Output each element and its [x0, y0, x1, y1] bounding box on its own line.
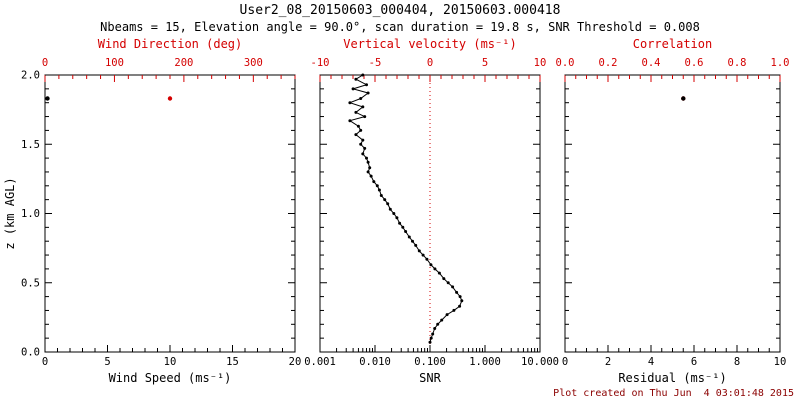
svg-text:1.5: 1.5 [21, 139, 40, 151]
snr-panel: 0.001 0.010 0.100 1.000 10.000 -10 -5 0 5 10 SNR Ve… [304, 37, 559, 385]
svg-text:200: 200 [174, 57, 193, 69]
svg-text:0.4: 0.4 [642, 57, 661, 69]
svg-text:5: 5 [482, 57, 488, 69]
svg-text:20: 20 [289, 356, 302, 368]
y-axis [565, 74, 780, 353]
y-axis: 0.0 0.5 1.0 1.5 2.0 [21, 70, 295, 359]
plot-subtitle: Nbeams = 15, Elevation angle = 90.0°, sc… [100, 20, 700, 34]
svg-text:0.0: 0.0 [556, 57, 575, 69]
svg-text:10: 10 [534, 57, 547, 69]
panel-frame [44, 74, 296, 353]
x-axis-title: Wind Speed (ms⁻¹) [109, 371, 232, 385]
x2-axis-title: Vertical velocity (ms⁻¹) [343, 37, 516, 51]
top-axis: -10 -5 0 5 10 [311, 57, 547, 82]
svg-text:1.0: 1.0 [21, 208, 40, 220]
svg-text:0: 0 [42, 57, 48, 69]
plot-title: User2_08_20150603_000404, 20150603.00041… [239, 3, 561, 18]
svg-text:0.6: 0.6 [685, 57, 704, 69]
svg-text:0.2: 0.2 [599, 57, 618, 69]
x-axis-title: SNR [419, 371, 441, 385]
svg-text:0.001: 0.001 [304, 356, 336, 368]
svg-text:1.000: 1.000 [469, 356, 501, 368]
x2-axis-title: Correlation [633, 37, 712, 51]
svg-text:0: 0 [562, 356, 568, 368]
svg-text:0.0: 0.0 [21, 347, 40, 359]
svg-text:1.0: 1.0 [771, 57, 790, 69]
svg-text:0.5: 0.5 [21, 277, 40, 289]
svg-text:10: 10 [774, 356, 787, 368]
svg-text:-5: -5 [369, 57, 382, 69]
svg-text:300: 300 [244, 57, 263, 69]
wind-speed-series [45, 96, 50, 101]
y-axis-title: z (km AGL) [3, 177, 17, 249]
svg-text:8: 8 [734, 356, 740, 368]
y-axis [320, 74, 540, 353]
svg-text:6: 6 [691, 356, 697, 368]
bottom-axis: 0.001 0.010 0.100 1.000 10.000 [304, 345, 559, 368]
residual-series [681, 96, 686, 101]
x2-axis-title: Wind Direction (deg) [98, 37, 243, 51]
panel-frame [564, 74, 781, 353]
svg-text:2: 2 [605, 356, 611, 368]
svg-text:10.000: 10.000 [521, 356, 559, 368]
svg-text:10: 10 [164, 356, 177, 368]
x-axis-title: Residual (ms⁻¹) [618, 371, 726, 385]
top-axis: 0.0 0.2 0.4 0.6 0.8 1.0 [556, 57, 790, 82]
svg-text:5: 5 [104, 356, 110, 368]
svg-text:15: 15 [226, 356, 239, 368]
svg-text:100: 100 [105, 57, 124, 69]
svg-text:2.0: 2.0 [21, 70, 40, 82]
residual-panel: 0 2 4 6 8 10 0.0 0.2 0.4 0.6 0.8 1.0 Residual (ms⁻¹)… [556, 37, 790, 385]
svg-text:4: 4 [648, 356, 654, 368]
svg-text:-10: -10 [311, 57, 330, 69]
svg-text:0.100: 0.100 [414, 356, 446, 368]
svg-text:0.010: 0.010 [359, 356, 391, 368]
bottom-axis: 0 2 4 6 8 10 [562, 345, 786, 368]
bottom-axis: 0 5 10 15 20 [42, 345, 301, 368]
wind-direction-series [167, 96, 173, 101]
svg-text:0: 0 [42, 356, 48, 368]
svg-text:0.8: 0.8 [728, 57, 747, 69]
panel-frame [319, 74, 541, 353]
snr-profile-series [348, 73, 464, 344]
creation-timestamp: Plot created on Thu Jun 4 03:01:48 2015 [553, 388, 794, 399]
svg-text:0: 0 [427, 57, 433, 69]
top-axis: 0 100 200 300 [42, 57, 296, 82]
